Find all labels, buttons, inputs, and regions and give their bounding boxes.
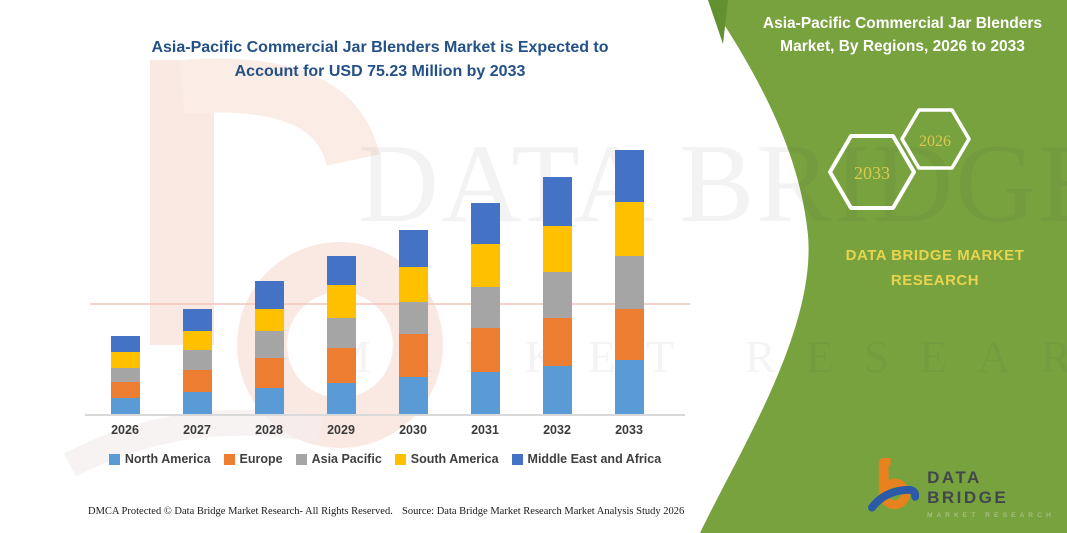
chart-title: Asia-Pacific Commercial Jar Blenders Mar… bbox=[70, 36, 690, 84]
bar-2026 bbox=[110, 336, 140, 414]
bar-2030 bbox=[398, 230, 428, 414]
x-axis-label: 2033 bbox=[615, 423, 643, 437]
x-axis-label: 2029 bbox=[327, 423, 355, 437]
bar-segment bbox=[254, 308, 284, 332]
panel-title-line1: Asia-Pacific Commercial Jar Blenders bbox=[762, 15, 1043, 32]
bar-2029 bbox=[326, 255, 356, 414]
chart-legend: North America Europe Asia Pacific South Ame… bbox=[85, 452, 685, 466]
logo-name: DATA BRIDGE bbox=[927, 468, 1009, 507]
bar-segment bbox=[542, 272, 572, 318]
bar-segment bbox=[110, 351, 140, 369]
bar-segment bbox=[326, 382, 356, 414]
bar-2031 bbox=[470, 202, 500, 414]
bar-segment bbox=[110, 382, 140, 398]
bar-segment bbox=[254, 331, 284, 358]
bar-segment bbox=[398, 230, 428, 267]
bar-segment bbox=[182, 392, 212, 414]
hexagon-year-2026: 2026 bbox=[919, 133, 951, 150]
dbmr-logo-icon bbox=[868, 458, 920, 512]
legend-label: Europe bbox=[239, 452, 283, 466]
bar-segment bbox=[182, 370, 212, 393]
bar-segment bbox=[614, 309, 644, 360]
legend-label: North America bbox=[124, 452, 211, 466]
legend-label: South America bbox=[410, 452, 499, 466]
chart-title-line1: Asia-Pacific Commercial Jar Blenders Mar… bbox=[151, 39, 609, 56]
bar-segment bbox=[542, 177, 572, 226]
bar-segment bbox=[614, 202, 644, 256]
x-axis-label: 2027 bbox=[183, 423, 211, 437]
bar-segment bbox=[182, 309, 212, 331]
legend-label: Middle East and Africa bbox=[527, 452, 662, 466]
x-axis-line bbox=[85, 414, 685, 416]
logo-subtitle: MARKET RESEARCH bbox=[927, 512, 1055, 519]
hexagon-badges: 2033 2026 bbox=[828, 108, 971, 210]
bar-segment bbox=[254, 357, 284, 388]
bar-segment bbox=[110, 368, 140, 383]
bar-segment bbox=[614, 359, 644, 414]
x-axis-label: 2026 bbox=[111, 423, 139, 437]
x-axis-label: 2028 bbox=[255, 423, 283, 437]
legend-swatch bbox=[108, 453, 120, 465]
panel-title-line2: Market, By Regions, 2026 to 2033 bbox=[780, 38, 1025, 55]
legend-swatch bbox=[223, 453, 235, 465]
legend-swatch bbox=[295, 453, 307, 465]
dbmr-logo: DATA BRIDGE MARKET RESEARCH bbox=[868, 458, 1067, 519]
bar-segment bbox=[254, 281, 284, 309]
bar-segment bbox=[542, 225, 572, 273]
bar-segment bbox=[542, 365, 572, 414]
legend-label: Asia Pacific bbox=[311, 452, 382, 466]
x-axis-label: 2030 bbox=[399, 423, 427, 437]
bar-segment bbox=[326, 348, 356, 383]
brand-line2: RESEARCH bbox=[890, 272, 980, 289]
watermark-text-line2: MARKET RESEARCH bbox=[330, 331, 1067, 382]
bar-segment bbox=[398, 334, 428, 377]
bar-segment bbox=[614, 255, 644, 310]
hexagon-2033: 2033 bbox=[828, 134, 916, 210]
bar-segment bbox=[470, 328, 500, 372]
chart-title-line2: Account for USD 75.23 Million by 2033 bbox=[234, 63, 526, 80]
bar-segment bbox=[110, 397, 140, 414]
bar-segment bbox=[326, 318, 356, 349]
bar-2027 bbox=[182, 309, 212, 414]
legend-item: Middle East and Africa bbox=[511, 452, 662, 466]
hexagon-year-2033: 2033 bbox=[854, 163, 890, 183]
brand-line1: DATA BRIDGE MARKET bbox=[845, 247, 1025, 264]
bar-2033 bbox=[614, 150, 644, 414]
bar-segment bbox=[326, 255, 356, 285]
bar-segment bbox=[182, 350, 212, 371]
bar-segment bbox=[398, 376, 428, 414]
bar-segment bbox=[614, 150, 644, 203]
bar-segment bbox=[398, 302, 428, 335]
bar-segment bbox=[470, 202, 500, 245]
bar-segment bbox=[470, 244, 500, 287]
bar-2032 bbox=[542, 177, 572, 414]
legend-item: Europe bbox=[223, 452, 283, 466]
bar-segment bbox=[542, 317, 572, 366]
bar-2028 bbox=[254, 281, 284, 414]
brand-wordmark: DATA BRIDGE MARKET RESEARCH bbox=[815, 243, 1055, 293]
bar-segment bbox=[470, 286, 500, 329]
bar-segment bbox=[110, 336, 140, 352]
legend-item: South America bbox=[394, 452, 499, 466]
panel-title: Asia-Pacific Commercial Jar Blenders Mar… bbox=[745, 12, 1060, 58]
legend-swatch bbox=[394, 453, 406, 465]
bar-segment bbox=[398, 266, 428, 303]
chart-plot: 2026 2027 2028 2029 2030 2031 2032 2033 bbox=[89, 150, 665, 437]
hexagon-2026: 2026 bbox=[900, 108, 971, 170]
legend-item: Asia Pacific bbox=[295, 452, 382, 466]
footer-dmca-text: DMCA Protected © Data Bridge Market Rese… bbox=[88, 506, 393, 517]
legend-item: North America bbox=[108, 452, 211, 466]
footer-source-text: Source: Data Bridge Market Research Mark… bbox=[402, 506, 685, 517]
legend-swatch bbox=[511, 453, 523, 465]
bar-segment bbox=[470, 371, 500, 414]
x-axis-label: 2032 bbox=[543, 423, 571, 437]
bar-segment bbox=[254, 387, 284, 414]
bar-segment bbox=[182, 330, 212, 351]
x-axis-label: 2031 bbox=[471, 423, 499, 437]
bar-segment bbox=[326, 284, 356, 319]
